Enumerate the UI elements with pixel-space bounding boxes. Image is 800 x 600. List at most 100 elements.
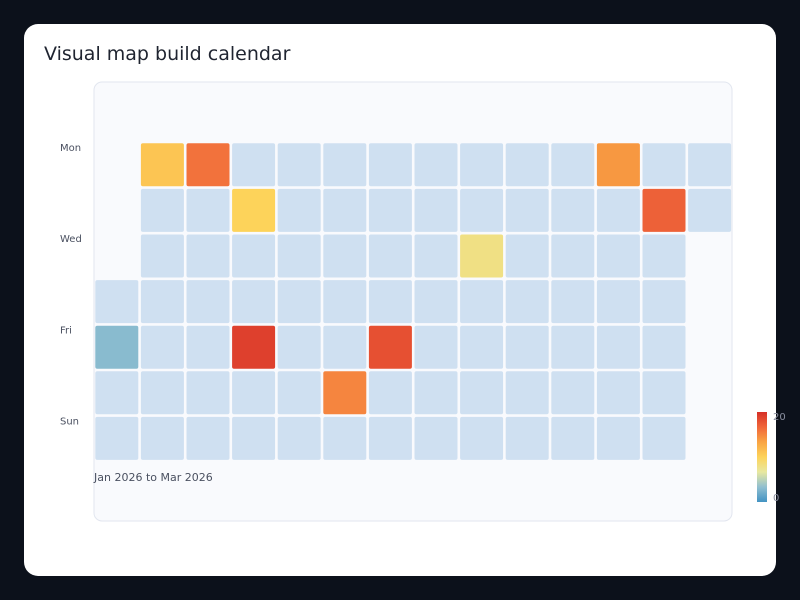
day-cell-2026-02-28[interactable]	[460, 371, 504, 415]
day-cell-2026-02-23[interactable]	[460, 143, 504, 187]
day-cell-2026-01-15[interactable]	[186, 280, 230, 324]
calendar-heatmap: Mon Wed Fri Sun Jan 2026 to Mar 2026	[60, 81, 733, 522]
day-cell-2026-01-27[interactable]	[277, 188, 321, 232]
day-cell-2026-01-14[interactable]	[186, 234, 230, 278]
day-cell-2026-01-21[interactable]	[232, 234, 276, 278]
day-cell-2026-01-06[interactable]	[140, 188, 184, 232]
day-cell-2026-02-15[interactable]	[368, 416, 412, 460]
day-cell-2026-01-13[interactable]	[186, 188, 230, 232]
day-cell-2026-03-16[interactable]	[596, 143, 640, 187]
day-cell-2026-01-23[interactable]	[232, 325, 276, 369]
day-cell-2026-02-09[interactable]	[368, 143, 412, 187]
day-cell-2026-02-27[interactable]	[460, 325, 504, 369]
day-cell-2026-02-11[interactable]	[368, 234, 412, 278]
day-cell-2026-03-28[interactable]	[642, 371, 686, 415]
day-cell-2026-02-13[interactable]	[368, 325, 412, 369]
day-cell-2026-03-10[interactable]	[551, 188, 595, 232]
day-cell-2026-02-22[interactable]	[414, 416, 458, 460]
visual-map-max-label: 20	[773, 412, 786, 423]
visual-map[interactable]: 20 0	[752, 408, 792, 508]
day-cell-2026-03-19[interactable]	[596, 280, 640, 324]
day-cell-2026-02-06[interactable]	[323, 325, 367, 369]
day-cell-2026-02-01[interactable]	[277, 416, 321, 460]
day-cell-2026-01-09[interactable]	[140, 325, 184, 369]
day-cell-2026-01-02[interactable]	[95, 325, 139, 369]
day-cell-2026-03-18[interactable]	[596, 234, 640, 278]
day-cell-2026-02-03[interactable]	[323, 188, 367, 232]
day-cell-2026-01-12[interactable]	[186, 143, 230, 187]
day-cell-2026-03-22[interactable]	[596, 416, 640, 460]
day-cell-2026-02-16[interactable]	[414, 143, 458, 187]
day-cell-2026-03-03[interactable]	[505, 188, 549, 232]
day-cell-2026-02-10[interactable]	[368, 188, 412, 232]
visual-map-min-label: 0	[773, 493, 779, 504]
day-cell-2026-01-08[interactable]	[140, 280, 184, 324]
day-cell-2026-01-07[interactable]	[140, 234, 184, 278]
day-cell-2026-02-05[interactable]	[323, 280, 367, 324]
day-cell-2026-03-30[interactable]	[688, 143, 732, 187]
day-cell-2026-03-08[interactable]	[505, 416, 549, 460]
day-cell-2026-02-24[interactable]	[460, 188, 504, 232]
day-cell-2026-01-29[interactable]	[277, 280, 321, 324]
day-cell-2026-02-19[interactable]	[414, 280, 458, 324]
day-cell-2026-03-29[interactable]	[642, 416, 686, 460]
day-label-sun: Sun	[60, 417, 79, 428]
chart-title: Visual map build calendar	[44, 43, 291, 65]
day-cell-2026-03-05[interactable]	[505, 280, 549, 324]
day-cell-2026-02-04[interactable]	[323, 234, 367, 278]
day-cell-2026-03-31[interactable]	[688, 188, 732, 232]
day-cell-2026-03-24[interactable]	[642, 188, 686, 232]
day-cell-2026-02-02[interactable]	[323, 143, 367, 187]
day-cell-2026-02-07[interactable]	[323, 371, 367, 415]
day-cell-2026-01-20[interactable]	[232, 188, 276, 232]
day-cell-2026-03-27[interactable]	[642, 325, 686, 369]
day-cell-2026-01-01[interactable]	[95, 280, 139, 324]
day-cell-2026-03-20[interactable]	[596, 325, 640, 369]
day-cell-2026-01-30[interactable]	[277, 325, 321, 369]
day-cell-2026-03-01[interactable]	[460, 416, 504, 460]
day-cell-2026-02-17[interactable]	[414, 188, 458, 232]
day-cell-2026-01-11[interactable]	[140, 416, 184, 460]
day-cell-2026-01-31[interactable]	[277, 371, 321, 415]
day-cell-2026-03-09[interactable]	[551, 143, 595, 187]
day-cell-2026-01-16[interactable]	[186, 325, 230, 369]
day-cell-2026-03-26[interactable]	[642, 280, 686, 324]
day-cell-2026-01-04[interactable]	[95, 416, 139, 460]
day-cell-2026-02-26[interactable]	[460, 280, 504, 324]
day-cell-2026-03-02[interactable]	[505, 143, 549, 187]
day-cell-2026-01-26[interactable]	[277, 143, 321, 187]
day-cell-2026-03-15[interactable]	[551, 416, 595, 460]
day-cell-2026-01-17[interactable]	[186, 371, 230, 415]
day-cell-2026-01-22[interactable]	[232, 280, 276, 324]
day-cell-2026-01-19[interactable]	[232, 143, 276, 187]
day-cell-2026-03-14[interactable]	[551, 371, 595, 415]
day-cell-2026-03-25[interactable]	[642, 234, 686, 278]
calendar-cells	[95, 143, 732, 460]
day-cell-2026-03-23[interactable]	[642, 143, 686, 187]
day-cell-2026-02-08[interactable]	[323, 416, 367, 460]
day-cell-2026-01-03[interactable]	[95, 371, 139, 415]
day-cell-2026-02-12[interactable]	[368, 280, 412, 324]
visual-map-bar[interactable]	[757, 412, 767, 502]
day-cell-2026-03-12[interactable]	[551, 280, 595, 324]
day-cell-2026-03-13[interactable]	[551, 325, 595, 369]
day-cell-2026-01-25[interactable]	[232, 416, 276, 460]
day-cell-2026-03-06[interactable]	[505, 325, 549, 369]
day-cell-2026-03-11[interactable]	[551, 234, 595, 278]
day-cell-2026-01-28[interactable]	[277, 234, 321, 278]
day-cell-2026-01-18[interactable]	[186, 416, 230, 460]
day-cell-2026-03-17[interactable]	[596, 188, 640, 232]
day-cell-2026-03-07[interactable]	[505, 371, 549, 415]
day-cell-2026-03-21[interactable]	[596, 371, 640, 415]
day-cell-2026-02-14[interactable]	[368, 371, 412, 415]
day-cell-2026-02-21[interactable]	[414, 371, 458, 415]
day-cell-2026-01-05[interactable]	[140, 143, 184, 187]
day-cell-2026-01-24[interactable]	[232, 371, 276, 415]
day-cell-2026-02-25[interactable]	[460, 234, 504, 278]
day-cell-2026-02-20[interactable]	[414, 325, 458, 369]
day-cell-2026-02-18[interactable]	[414, 234, 458, 278]
day-cell-2026-03-04[interactable]	[505, 234, 549, 278]
chart-card: Visual map build calendar Mon Wed Fri Sun J…	[24, 24, 776, 576]
day-cell-2026-01-10[interactable]	[140, 371, 184, 415]
day-label-wed: Wed	[60, 234, 82, 245]
